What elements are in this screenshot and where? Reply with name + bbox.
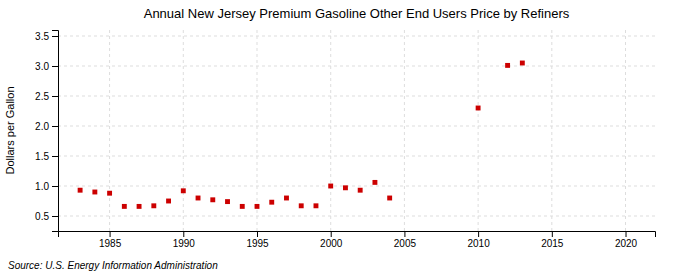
point [284,196,289,201]
grid-line [109,30,110,231]
point [92,190,97,195]
x-tick-mark [404,231,405,237]
x-tick-label: 2000 [320,238,343,249]
point [196,196,201,201]
x-tick: 2000 [320,231,343,249]
y-tick-label: 0.5 [35,211,49,222]
source: Source: U.S. Energy Information Administ… [8,260,218,271]
grid-line [58,126,655,127]
point [255,204,260,209]
y-tick-mark [52,156,58,157]
grid [58,30,655,231]
point [387,196,392,201]
x-tick-label: 2020 [615,238,638,249]
points [78,61,525,209]
grid-line [551,30,552,231]
x-tick-mark [331,231,332,237]
y-tick: 1.0 [35,181,58,192]
grid-line [58,216,655,217]
grid-line [58,66,655,67]
y-tick-label: 2.0 [35,121,49,132]
y-tick-label: 1.0 [35,181,49,192]
x-tick-mark [626,231,627,237]
chart: 1985 1990 1995 2000 2005 2010 2015 2020 0.5 1.0 1.… [0,0,675,275]
y-axis-line [52,31,59,232]
grid-line [257,30,258,231]
y-axis-title: Dollars per Gallon [4,86,16,174]
y-tick-mark [52,66,58,67]
y-tick: 0.5 [35,211,58,222]
x-axis-line [59,232,656,238]
point [210,197,215,202]
x-tick-label: 2005 [394,238,417,249]
x-tick: 1995 [246,231,269,249]
grid-line [183,30,184,231]
x-tick-label: 1990 [173,238,196,249]
grid-line [478,30,479,231]
y-tick-label: 3.0 [35,61,49,72]
x-tick-mark [183,231,184,237]
point [107,191,112,196]
y-tick: 1.5 [35,151,58,162]
point [372,180,377,185]
y-tick-label: 2.5 [35,91,49,102]
point [78,188,83,193]
grid-line [58,186,655,187]
point [299,203,304,208]
grid-line [58,96,655,97]
y-axis: 0.5 1.0 1.5 2.0 2.5 3.0 3.5 [35,31,58,232]
x-tick-mark [257,231,258,237]
point [476,106,481,111]
grid-line [625,30,626,231]
y-tick-mark [52,186,58,187]
point [328,184,333,189]
x-tick-label: 1995 [246,238,269,249]
y-tick: 3.5 [35,31,58,42]
point [240,204,245,209]
x-tick: 2015 [541,231,564,249]
point [137,204,142,209]
x-tick: 2010 [467,231,490,249]
y-tick: 2.0 [35,121,58,132]
x-tick: 2020 [615,231,638,249]
point [225,199,230,204]
x-axis: 1985 1990 1995 2000 2005 2010 2015 2020 [59,231,656,249]
point [166,199,171,204]
x-tick-label: 1985 [99,238,122,249]
point [122,204,127,209]
title: Annual New Jersey Premium Gasoline Other… [144,6,570,21]
point [358,188,363,193]
x-tick-label: 2015 [541,238,564,249]
point [343,185,348,190]
grid-line [58,36,655,37]
x-tick: 2005 [394,231,417,249]
x-tick-mark [552,231,553,237]
point [151,203,156,208]
plot: 1985 1990 1995 2000 2005 2010 2015 2020 0.5 1.0 1.… [35,30,655,249]
y-tick: 2.5 [35,91,58,102]
y-tick-mark [52,96,58,97]
point [314,203,319,208]
y-tick-mark [52,126,58,127]
y-tick-label: 3.5 [35,31,49,42]
y-tick: 3.0 [35,61,58,72]
point [269,200,274,205]
grid-line [58,156,655,157]
grid-line [330,30,331,231]
y-tick-mark [52,36,58,37]
x-tick-label: 2010 [467,238,490,249]
y-tick-mark [52,216,58,217]
point [520,61,525,66]
x-tick: 1985 [99,231,122,249]
grid-line [404,30,405,231]
x-tick-mark [478,231,479,237]
point [505,63,510,68]
x-tick-mark [110,231,111,237]
x-tick: 1990 [173,231,196,249]
point [181,188,186,193]
y-tick-label: 1.5 [35,151,49,162]
